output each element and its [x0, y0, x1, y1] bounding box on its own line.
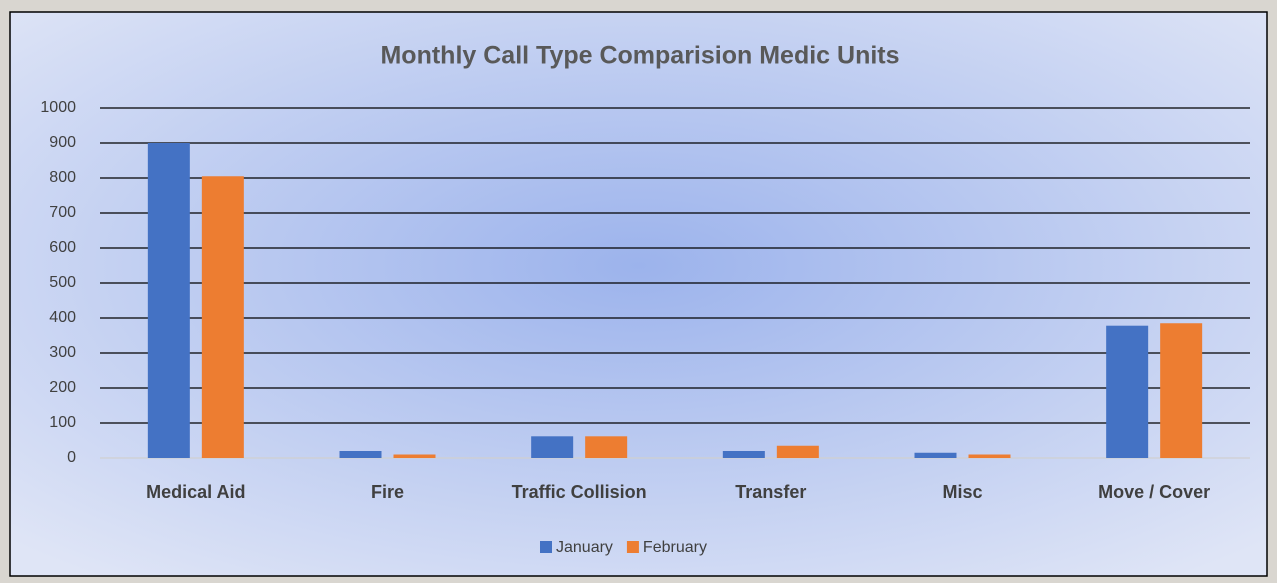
bar — [968, 454, 1011, 458]
y-tick-label: 400 — [49, 309, 76, 326]
bar — [531, 436, 574, 458]
y-tick-label: 800 — [49, 169, 76, 186]
bar — [722, 451, 765, 458]
legend-swatch — [540, 541, 552, 553]
y-tick-label: 0 — [67, 449, 76, 466]
x-tick-label: Misc — [942, 482, 982, 502]
y-tick-label: 100 — [49, 414, 76, 431]
legend-label: January — [556, 539, 613, 556]
y-tick-label: 500 — [49, 274, 76, 291]
bar — [393, 454, 436, 458]
y-tick-label: 600 — [49, 239, 76, 256]
bar — [914, 452, 957, 458]
y-tick-label: 300 — [49, 344, 76, 361]
legend-swatch — [626, 541, 639, 553]
bar — [1160, 323, 1203, 458]
y-tick-label: 200 — [49, 379, 76, 396]
x-tick-label: Move / Cover — [1098, 482, 1210, 502]
y-tick-label: 900 — [49, 134, 76, 151]
x-tick-label: Traffic Collision — [512, 482, 647, 502]
bar — [776, 445, 819, 458]
bar — [147, 143, 190, 458]
bar — [201, 176, 244, 458]
x-tick-label: Transfer — [735, 482, 806, 502]
y-tick-label: 700 — [49, 204, 76, 221]
y-tick-label: 1000 — [40, 99, 76, 116]
bar — [585, 436, 628, 458]
legend-label: February — [643, 539, 707, 556]
x-tick-label: Medical Aid — [146, 482, 245, 502]
bar — [1106, 325, 1149, 458]
x-tick-label: Fire — [371, 482, 404, 502]
chart-title: Monthly Call Type Comparision Medic Unit… — [380, 42, 899, 70]
bar — [339, 451, 382, 458]
